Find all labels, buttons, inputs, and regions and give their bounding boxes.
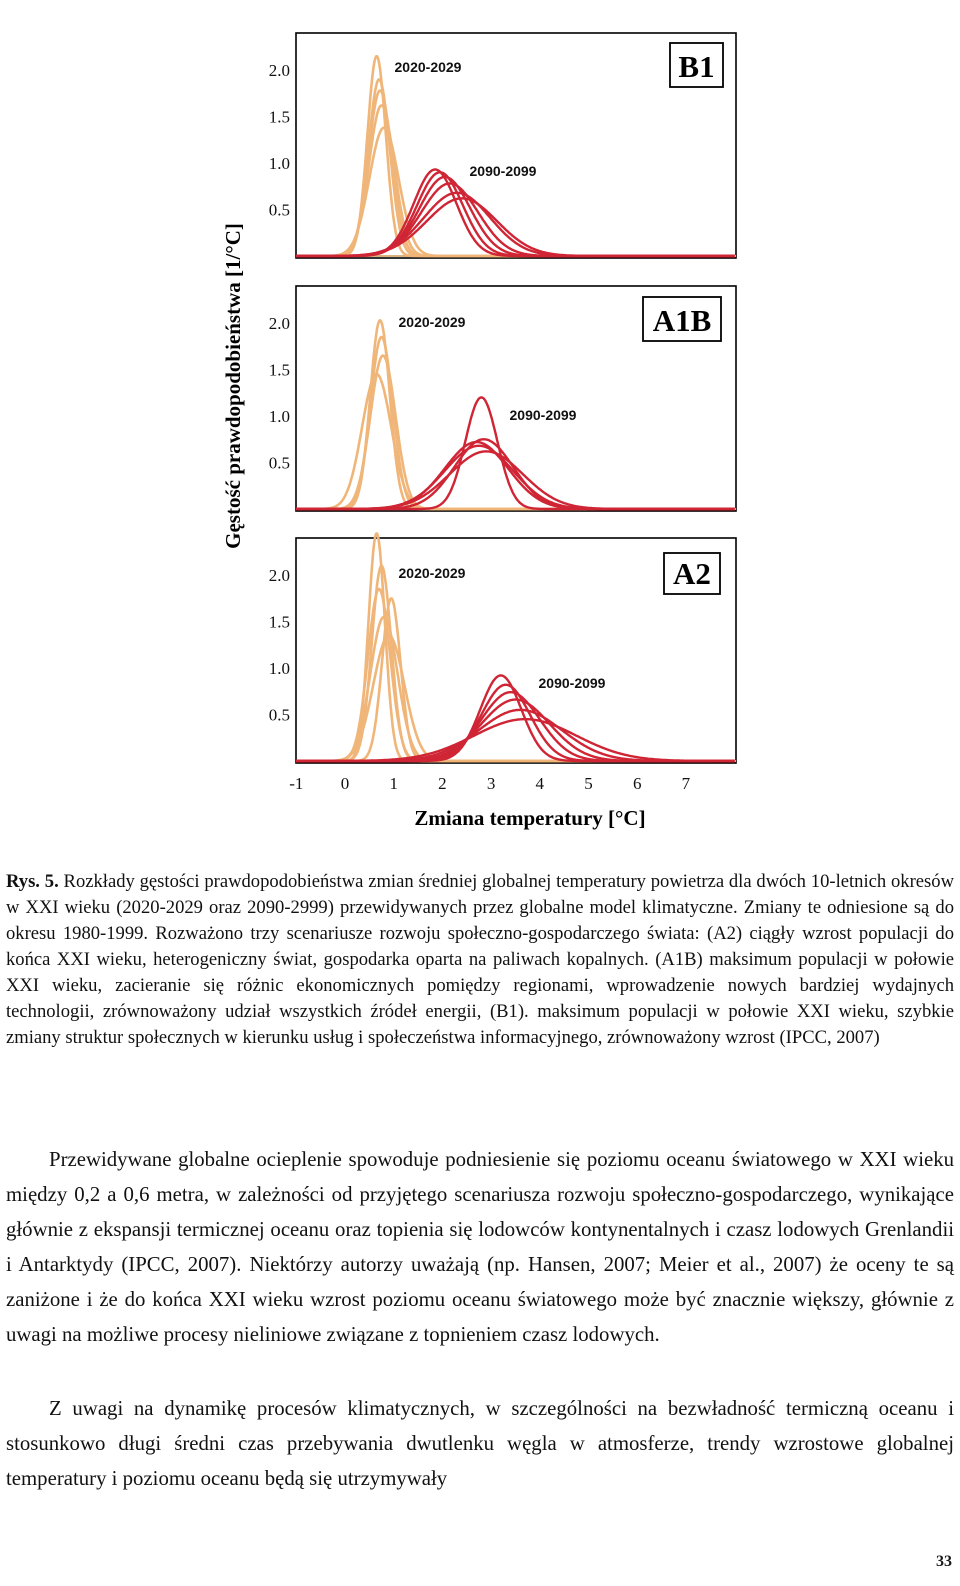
x-tick-label: 7 — [682, 774, 691, 793]
pdf-curve-2020-2029 — [296, 55, 735, 258]
y-axis-title: Gęstość prawdopodobieństwa [1/°C] — [221, 223, 245, 549]
panel-frame — [295, 537, 737, 764]
body-paragraph-1: Przewidywane globalne ocieplenie spowodu… — [6, 1148, 954, 1346]
x-axis-title: Zmiana temperatury [°C] — [414, 806, 645, 830]
pdf-curve-2020-2029 — [296, 104, 735, 258]
y-tick-label: 2.0 — [269, 566, 290, 585]
pdf-curve-2020-2029 — [296, 372, 735, 511]
y-tick-label: 0.5 — [269, 706, 290, 725]
scenario-label: B1 — [678, 49, 714, 84]
panels: 2.0 1.5 1.0 0.5 2020-2029 2090-2099 B1 2.0 1.5 1.… — [269, 32, 737, 764]
panel-a1b: 2.0 1.5 1.0 0.5 2020-2029 2090-2099 A1B — [269, 285, 737, 512]
period-label-2020-2029: 2020-2029 — [399, 565, 466, 581]
y-tick-label: 2.0 — [269, 314, 290, 333]
y-tick-label: 2.0 — [269, 61, 290, 80]
x-tick-label: 0 — [341, 774, 350, 793]
y-tick-label: 1.5 — [269, 613, 290, 632]
x-tick-label: 5 — [584, 774, 593, 793]
pdf-curve-2090-2099 — [296, 717, 735, 763]
panel-b1: 2.0 1.5 1.0 0.5 2020-2029 2090-2099 B1 — [269, 32, 737, 259]
panel-frame — [295, 285, 737, 512]
period-label-2090-2099: 2090-2099 — [470, 163, 537, 179]
scenario-label-box — [663, 552, 721, 595]
panel-a2: 2.0 1.5 1.0 0.5 2020-2029 2090-2099 A2 — [269, 532, 737, 764]
scenario-label-box — [669, 42, 724, 88]
period-label-2090-2099: 2090-2099 — [539, 675, 606, 691]
x-tick-label: 2 — [438, 774, 447, 793]
x-tick-label: 1 — [389, 774, 398, 793]
x-tick-label: 4 — [536, 774, 545, 793]
scenario-label-box — [642, 296, 722, 342]
panel-frame — [295, 32, 737, 259]
period-label-2020-2029: 2020-2029 — [395, 59, 462, 75]
period-label-2090-2099: 2090-2099 — [510, 407, 577, 423]
scenario-label: A2 — [673, 556, 711, 591]
body-paragraph-2: Z uwagi na dynamikę procesów klimatyczny… — [6, 1397, 954, 1490]
pdf-curve-2090-2099 — [296, 440, 735, 511]
caption-text: Rozkłady gęstości prawdopodobieństwa zmi… — [6, 871, 954, 1048]
x-tick-label: 6 — [633, 774, 642, 793]
y-tick-label: 1.0 — [269, 659, 290, 678]
caption-label: Rys. 5. — [6, 871, 59, 892]
y-tick-label: 1.5 — [269, 361, 290, 380]
y-tick-label: 1.0 — [269, 154, 290, 173]
y-tick-label: 0.5 — [269, 201, 290, 220]
scenario-label: A1B — [653, 303, 712, 338]
x-tick-label: -1 — [289, 774, 303, 793]
x-tick-label: 3 — [487, 774, 496, 793]
figure-caption: Rys. 5. Rozkłady gęstości prawdopodobień… — [6, 869, 954, 1051]
y-tick-label: 1.0 — [269, 407, 290, 426]
y-tick-label: 1.5 — [269, 108, 290, 127]
climate-pdf-figure: Gęstość prawdopodobieństwa [1/°C] 2.0 1.5… — [221, 32, 737, 830]
period-label-2020-2029: 2020-2029 — [399, 314, 466, 330]
y-tick-label: 0.5 — [269, 454, 290, 473]
page-number: 33 — [936, 1553, 952, 1570]
x-axis-ticks: -1 0 1 2 3 4 5 6 7 — [289, 774, 690, 793]
pdf-curve-2090-2099 — [296, 197, 735, 258]
